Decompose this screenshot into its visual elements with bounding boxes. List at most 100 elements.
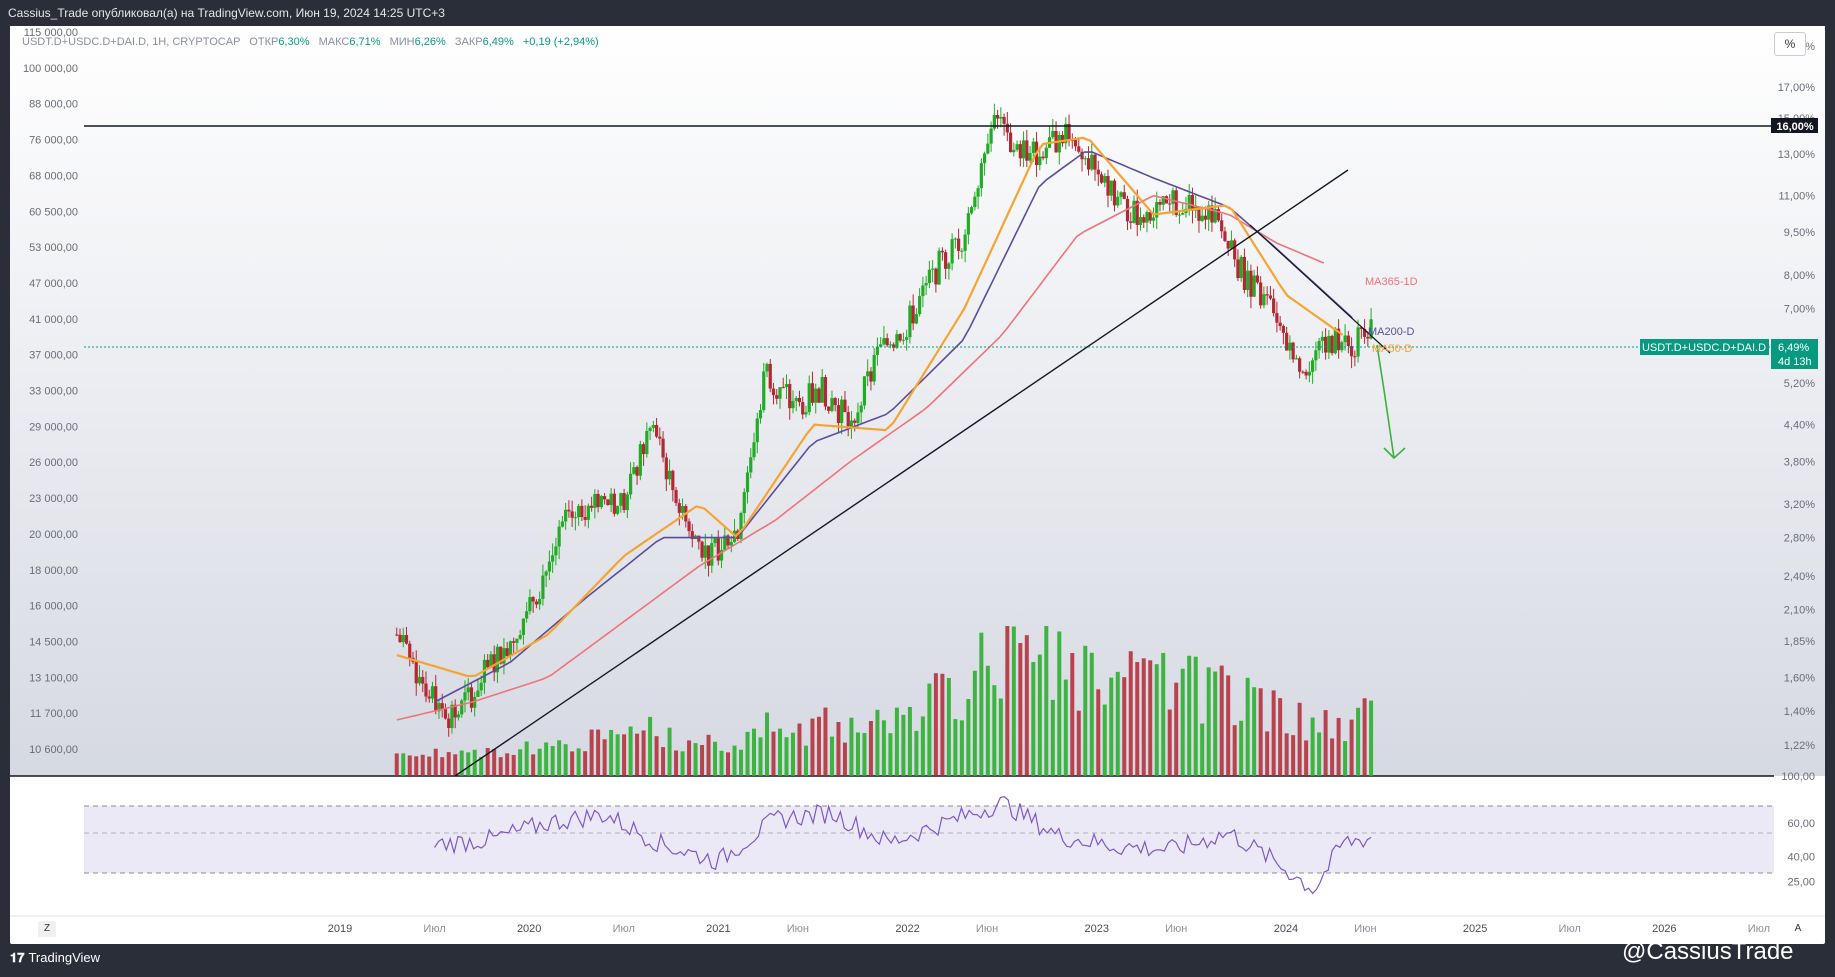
candle-body	[1158, 202, 1162, 205]
volume-bar	[946, 677, 951, 776]
left-axis-tick: 100 000,00	[23, 63, 78, 75]
volume-bar	[713, 741, 718, 776]
left-axis-tick: 68 000,00	[29, 170, 78, 182]
candle-body	[1051, 130, 1055, 138]
volume-bar	[1226, 675, 1231, 776]
candle-body	[1349, 346, 1354, 357]
candle-body	[573, 517, 577, 519]
candle-body	[534, 601, 539, 605]
trendline-resistance[interactable]	[1249, 224, 1391, 354]
candle-body	[963, 234, 967, 251]
candle-body	[1259, 282, 1263, 306]
volume-bar	[1167, 709, 1172, 776]
ma50-label: MA50-D	[1372, 343, 1412, 355]
left-axis-tick: 14 500,00	[29, 637, 78, 649]
right-axis-tick: 1,85%	[1784, 636, 1815, 648]
time-axis-tick: 2019	[328, 923, 352, 935]
candle-body	[1311, 360, 1315, 372]
auto-scale-button[interactable]: A	[1794, 923, 1802, 934]
volume-bar	[628, 726, 633, 776]
volume-bar	[1310, 717, 1315, 776]
volume-bar	[693, 743, 698, 776]
candle-body	[560, 521, 564, 527]
right-axis-tick: 100,00	[1781, 771, 1815, 783]
left-axis-tick: 53 000,00	[29, 242, 78, 254]
tradingview-logo[interactable]: 𝟏𝟕 TradingView	[10, 950, 100, 966]
candle-body	[671, 470, 675, 491]
volume-bar	[907, 706, 912, 776]
volume-bar	[992, 685, 997, 776]
candle-body	[1174, 190, 1178, 215]
volume-bar	[849, 717, 854, 776]
volume-bar	[446, 752, 451, 776]
volume-bar	[1258, 688, 1263, 776]
legend: USDT.D+USDC.D+DAI.D, 1H, CRYPTOCAP ОТКР6…	[22, 36, 599, 48]
candle-body	[651, 424, 655, 428]
rsi-band	[84, 806, 1774, 873]
candle-body	[460, 700, 464, 715]
volume-bar	[654, 736, 659, 776]
volume-bar	[972, 670, 977, 776]
candle-body	[1018, 144, 1022, 159]
candle-body	[1093, 154, 1097, 170]
zoom-reset-button[interactable]: Z	[38, 921, 56, 937]
candle-body	[538, 598, 542, 605]
volume-bar	[875, 709, 880, 776]
candle-body	[1112, 180, 1117, 206]
volume-bar	[1271, 690, 1276, 776]
candle-body	[986, 143, 990, 154]
candle-body	[1268, 295, 1273, 299]
legend-close-value: 6,49%	[483, 36, 514, 48]
candle-body	[778, 387, 782, 399]
volume-bar	[1265, 731, 1270, 776]
volume-bar	[888, 733, 893, 776]
volume-bar	[407, 755, 412, 776]
volume-bar	[823, 707, 828, 776]
candle-body	[622, 493, 626, 511]
candle-body	[505, 648, 509, 656]
volume-bar	[1070, 653, 1075, 776]
candle-body	[784, 384, 789, 388]
price-tag-countdown: 4d 13h	[1778, 356, 1812, 368]
candle-body	[853, 420, 857, 423]
volume-bar	[1356, 707, 1361, 776]
volume-bar	[1369, 700, 1374, 776]
main-pane-bg	[10, 26, 1825, 776]
candle-body	[755, 418, 759, 443]
footer-bar	[0, 944, 1835, 977]
volume-bar	[1018, 643, 1023, 776]
volume-bar	[771, 731, 776, 776]
candle-body	[1242, 256, 1247, 290]
volume-bar	[1206, 667, 1211, 776]
volume-bar	[1200, 723, 1205, 776]
candle-body	[466, 687, 470, 693]
candles	[395, 103, 1373, 737]
trendline-support[interactable]	[454, 169, 1349, 777]
candle-body	[521, 618, 526, 635]
candle-body	[1236, 259, 1240, 279]
volume-bar	[726, 752, 731, 776]
legend-symbol: USDT.D+USDC.D+DAI.D, 1H, CRYPTOCAP	[22, 36, 240, 48]
projection-arrow-head	[1383, 447, 1406, 460]
candle-body	[450, 704, 454, 729]
tv-logo-icon: 𝟏𝟕	[10, 950, 25, 965]
right-axis-tick: 2,80%	[1784, 533, 1815, 545]
projection-arrow[interactable]	[1376, 344, 1395, 459]
percent-scale-button[interactable]: %	[1774, 32, 1806, 56]
candle-body	[1317, 340, 1321, 351]
rsi-axis: 60,00 40,00 25,00	[1787, 818, 1815, 889]
candle-body	[437, 703, 441, 712]
time-axis-tick: 2022	[895, 923, 919, 935]
volume-bar	[1135, 662, 1140, 776]
volume-bar	[1187, 655, 1192, 776]
volume-bar	[648, 716, 653, 776]
right-axis-tick: 5,20%	[1784, 378, 1815, 390]
candle-body	[408, 643, 412, 658]
candle-body	[762, 371, 766, 411]
volume-bar	[1115, 671, 1120, 776]
candle-body	[580, 505, 584, 518]
left-axis-tick: 23 000,00	[29, 493, 78, 505]
candle-body	[1064, 123, 1068, 144]
candle-body	[1207, 205, 1211, 220]
